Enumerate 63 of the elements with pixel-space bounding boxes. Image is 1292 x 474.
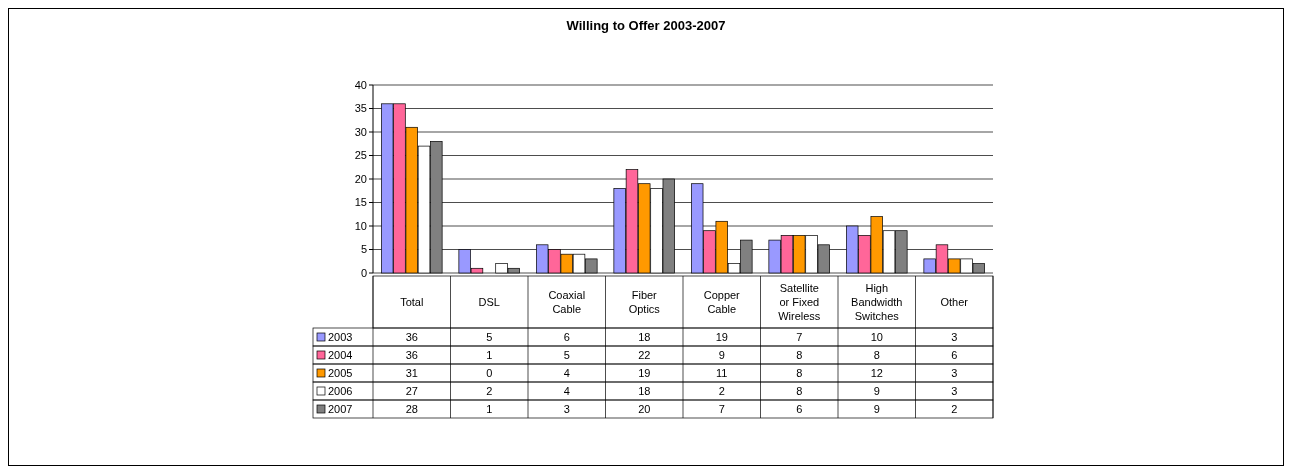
- data-label: 2: [486, 384, 493, 397]
- y-tick-label: 35: [354, 102, 367, 115]
- y-tick-label: 30: [354, 125, 367, 138]
- data-label: 8: [796, 366, 803, 379]
- y-tick-label: 0: [360, 266, 367, 279]
- data-label: 2: [951, 402, 958, 415]
- data-label: 22: [638, 348, 651, 361]
- x-tick-label: Copper Cable: [703, 288, 741, 315]
- data-label: 9: [873, 402, 880, 415]
- data-label: 7: [718, 402, 725, 415]
- data-label: 10: [870, 330, 883, 343]
- x-tick-label: High Bandwidth Switches: [851, 281, 903, 322]
- data-label: 1: [486, 402, 493, 415]
- y-tick-label: 15: [354, 196, 367, 209]
- chart-title: Willing to Offer 2003-2007: [566, 18, 726, 33]
- y-tick-label: 20: [354, 172, 367, 185]
- data-label: 36: [405, 348, 418, 361]
- data-label: 3: [951, 384, 958, 397]
- legend-label: 2003: [328, 330, 353, 343]
- data-label: 3: [563, 402, 570, 415]
- data-label: 3: [951, 330, 958, 343]
- data-label: 28: [405, 402, 418, 415]
- data-label: 2: [718, 384, 725, 397]
- legend-label: 2005: [328, 366, 353, 379]
- data-label: 19: [638, 366, 651, 379]
- data-label: 3: [951, 366, 958, 379]
- data-label: 5: [486, 330, 493, 343]
- data-label: 8: [873, 348, 880, 361]
- data-label: 8: [796, 348, 803, 361]
- legend-label: 2007: [328, 402, 353, 415]
- x-tick-label: Fiber Optics: [628, 288, 661, 315]
- legend-label: 2006: [328, 384, 353, 397]
- data-label: 19: [715, 330, 728, 343]
- data-label: 6: [951, 348, 958, 361]
- data-label: 1: [486, 348, 493, 361]
- data-label: 36: [405, 330, 418, 343]
- data-label: 11: [716, 366, 728, 379]
- data-label: 18: [638, 330, 651, 343]
- x-tick-label: DSL: [478, 295, 500, 308]
- data-label: 7: [796, 330, 803, 343]
- x-tick-label: Coaxial Cable: [548, 288, 586, 315]
- data-label: 31: [405, 366, 418, 379]
- data-label: 18: [638, 384, 651, 397]
- data-label: 8: [796, 384, 803, 397]
- legend-label: 2004: [328, 348, 353, 361]
- data-label: 5: [563, 348, 570, 361]
- y-tick-label: 25: [354, 149, 367, 162]
- x-tick-label: Other: [940, 295, 969, 308]
- y-tick-label: 5: [360, 243, 367, 256]
- x-tick-label: Satellite or Fixed Wireless: [778, 281, 821, 322]
- y-tick-label: 40: [354, 78, 367, 91]
- x-tick-label: Total: [400, 295, 424, 308]
- data-label: 20: [638, 402, 651, 415]
- data-label: 9: [718, 348, 725, 361]
- data-label: 12: [870, 366, 883, 379]
- data-label: 0: [486, 366, 493, 379]
- data-label: 6: [563, 330, 570, 343]
- data-label: 4: [563, 366, 570, 379]
- y-tick-label: 10: [354, 219, 367, 232]
- data-label: 6: [796, 402, 803, 415]
- data-label: 4: [563, 384, 570, 397]
- data-label: 27: [405, 384, 418, 397]
- data-label: 9: [873, 384, 880, 397]
